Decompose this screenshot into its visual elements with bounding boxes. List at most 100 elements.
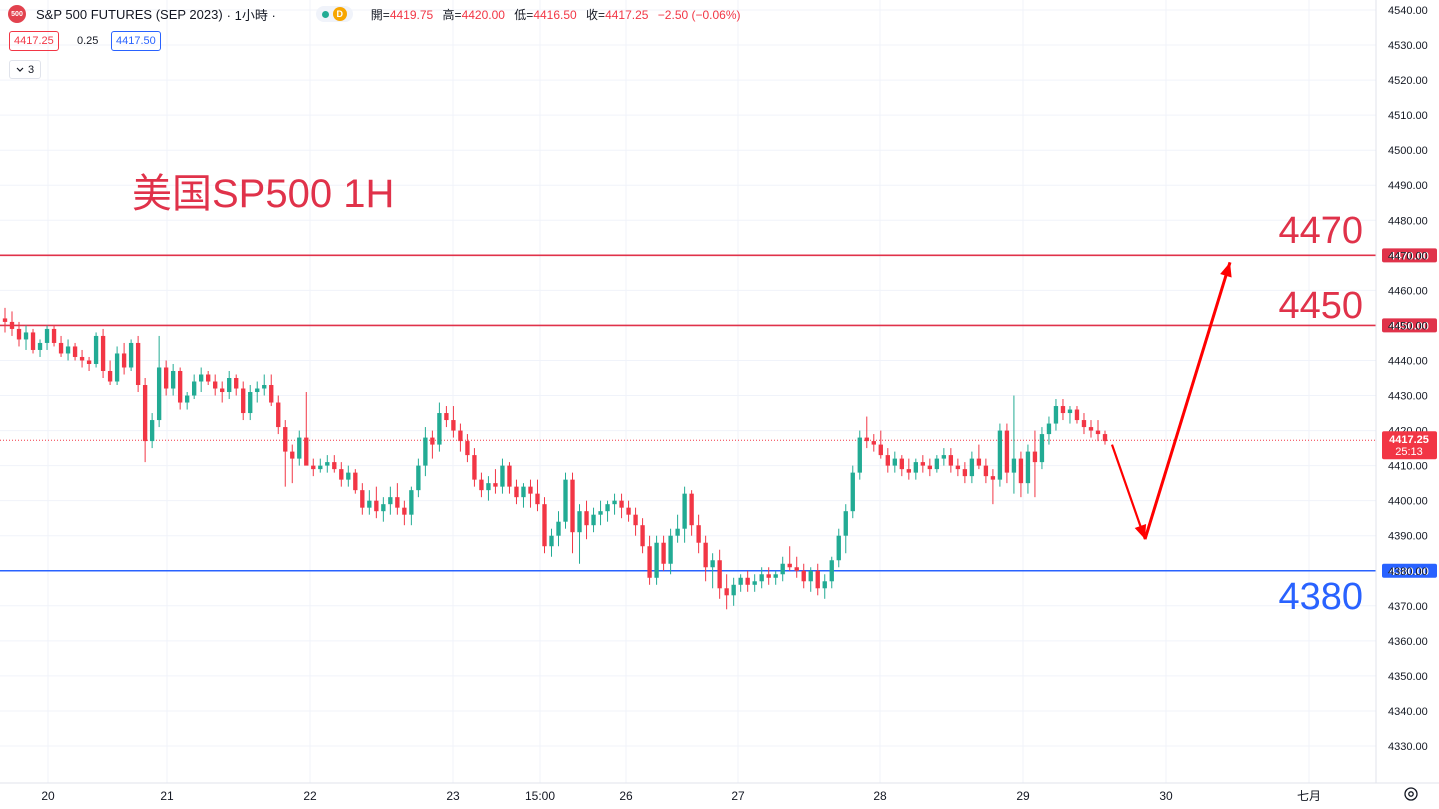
candle-body <box>430 437 435 445</box>
candle-body <box>1095 430 1101 435</box>
interval-label[interactable]: · 1小時 · <box>226 7 276 23</box>
candle-body <box>79 356 85 361</box>
candle-body <box>388 497 393 505</box>
candle-body <box>353 472 358 491</box>
time-tick-label: 22 <box>303 789 317 803</box>
candle-body <box>787 563 792 568</box>
candle-body <box>647 546 652 578</box>
level-badge-label: 4380.00 <box>1389 566 1429 578</box>
candle-body <box>234 378 239 389</box>
candle-body <box>16 328 22 340</box>
candle-body <box>465 441 470 456</box>
price-tick-label: 4400.00 <box>1388 496 1428 508</box>
candle-body <box>1067 409 1073 414</box>
candle-body <box>416 465 421 491</box>
price-tick-label: 4450.00 <box>1388 320 1428 332</box>
price-tick-label: 4360.00 <box>1388 636 1428 648</box>
level-badge <box>1382 318 1437 333</box>
candle-body <box>121 353 127 368</box>
candle-body <box>514 486 519 498</box>
countdown-label: 25:13 <box>1395 446 1423 458</box>
high-label: 高= <box>442 7 462 22</box>
candle-body <box>836 535 841 561</box>
candle-body <box>1018 458 1024 484</box>
candle-body <box>486 483 491 491</box>
price-tick-label: 4520.00 <box>1388 75 1428 87</box>
candle-body <box>766 574 771 578</box>
candle-body <box>332 462 337 470</box>
candle-body <box>374 500 379 512</box>
status-indicators[interactable]: D <box>315 6 353 22</box>
candle-body <box>65 346 71 354</box>
price-tick-label: 4440.00 <box>1388 355 1428 367</box>
candle-body <box>100 335 106 371</box>
candle-body <box>598 511 603 515</box>
candle-body <box>395 497 400 508</box>
forecast-arrow <box>1110 261 1232 540</box>
candle-body <box>192 381 197 396</box>
candle-body <box>892 458 897 466</box>
level-badge-label: 4450.00 <box>1389 320 1429 332</box>
candle-body <box>521 486 526 498</box>
price-tick-label: 4470.00 <box>1388 250 1428 262</box>
price-tick-label: 4370.00 <box>1388 601 1428 613</box>
candle-body <box>717 560 722 589</box>
candle-body <box>437 413 442 445</box>
candle-body <box>107 370 113 382</box>
sell-button[interactable]: 4417.25 <box>9 31 59 51</box>
candle-body <box>402 507 407 515</box>
candle-body <box>850 472 855 512</box>
candle-body <box>815 570 820 589</box>
candle-body <box>1004 430 1010 473</box>
candle-body <box>276 402 281 428</box>
candle-body <box>689 493 694 526</box>
price-tick-label: 4510.00 <box>1388 110 1428 122</box>
level-badge <box>1382 563 1437 578</box>
price-tick-label: 4350.00 <box>1388 671 1428 683</box>
candle-body <box>801 570 806 582</box>
buy-button[interactable]: 4417.50 <box>111 31 161 51</box>
candle-body <box>563 479 568 522</box>
candle-body <box>255 388 260 393</box>
settings-icon[interactable] <box>1402 785 1420 803</box>
candle-body <box>37 342 43 350</box>
price-tick-label: 4430.00 <box>1388 391 1428 403</box>
candle-body <box>177 370 183 403</box>
candle-body <box>44 328 50 343</box>
time-tick-label: 30 <box>1159 789 1173 803</box>
candle-body <box>367 500 372 508</box>
candle-body <box>556 521 561 536</box>
candle-body <box>213 381 218 389</box>
chevron-down-icon <box>16 67 24 72</box>
close-value: 4417.25 <box>605 7 649 22</box>
candle-body <box>885 455 890 466</box>
chart-annotation-title: 美国SP500 1H <box>132 172 395 216</box>
close-label: 收= <box>586 7 606 22</box>
candle-body <box>906 469 911 473</box>
candle-body <box>633 514 638 526</box>
change-value: −2.50 (−0.06%) <box>657 7 741 22</box>
time-tick-label: 20 <box>41 789 55 803</box>
candle-body <box>584 511 589 526</box>
candle-body <box>829 560 834 582</box>
symbol-name[interactable]: S&P 500 FUTURES (SEP 2023) <box>36 6 223 22</box>
price-tick-label: 4460.00 <box>1388 285 1428 297</box>
arrowhead-down <box>1134 524 1147 540</box>
candle-body <box>983 465 989 477</box>
indicators-toggle[interactable]: 3 <box>9 60 41 79</box>
candle-body <box>184 395 190 403</box>
candle-body <box>142 385 148 442</box>
candle-body <box>156 367 162 421</box>
level-label-4450: 4450 <box>1278 285 1363 327</box>
symbol-logo[interactable]: 500 <box>8 5 26 23</box>
candle-body <box>493 483 498 487</box>
last-price-badge <box>1382 431 1437 460</box>
price-tick-label: 4530.00 <box>1388 40 1428 52</box>
candle-body <box>2 318 8 322</box>
time-tick-label: 29 <box>1016 789 1030 803</box>
price-tick-label: 4410.00 <box>1388 461 1428 473</box>
candle-body <box>731 584 736 596</box>
candle-body <box>1074 409 1080 421</box>
candle-body <box>325 462 330 466</box>
